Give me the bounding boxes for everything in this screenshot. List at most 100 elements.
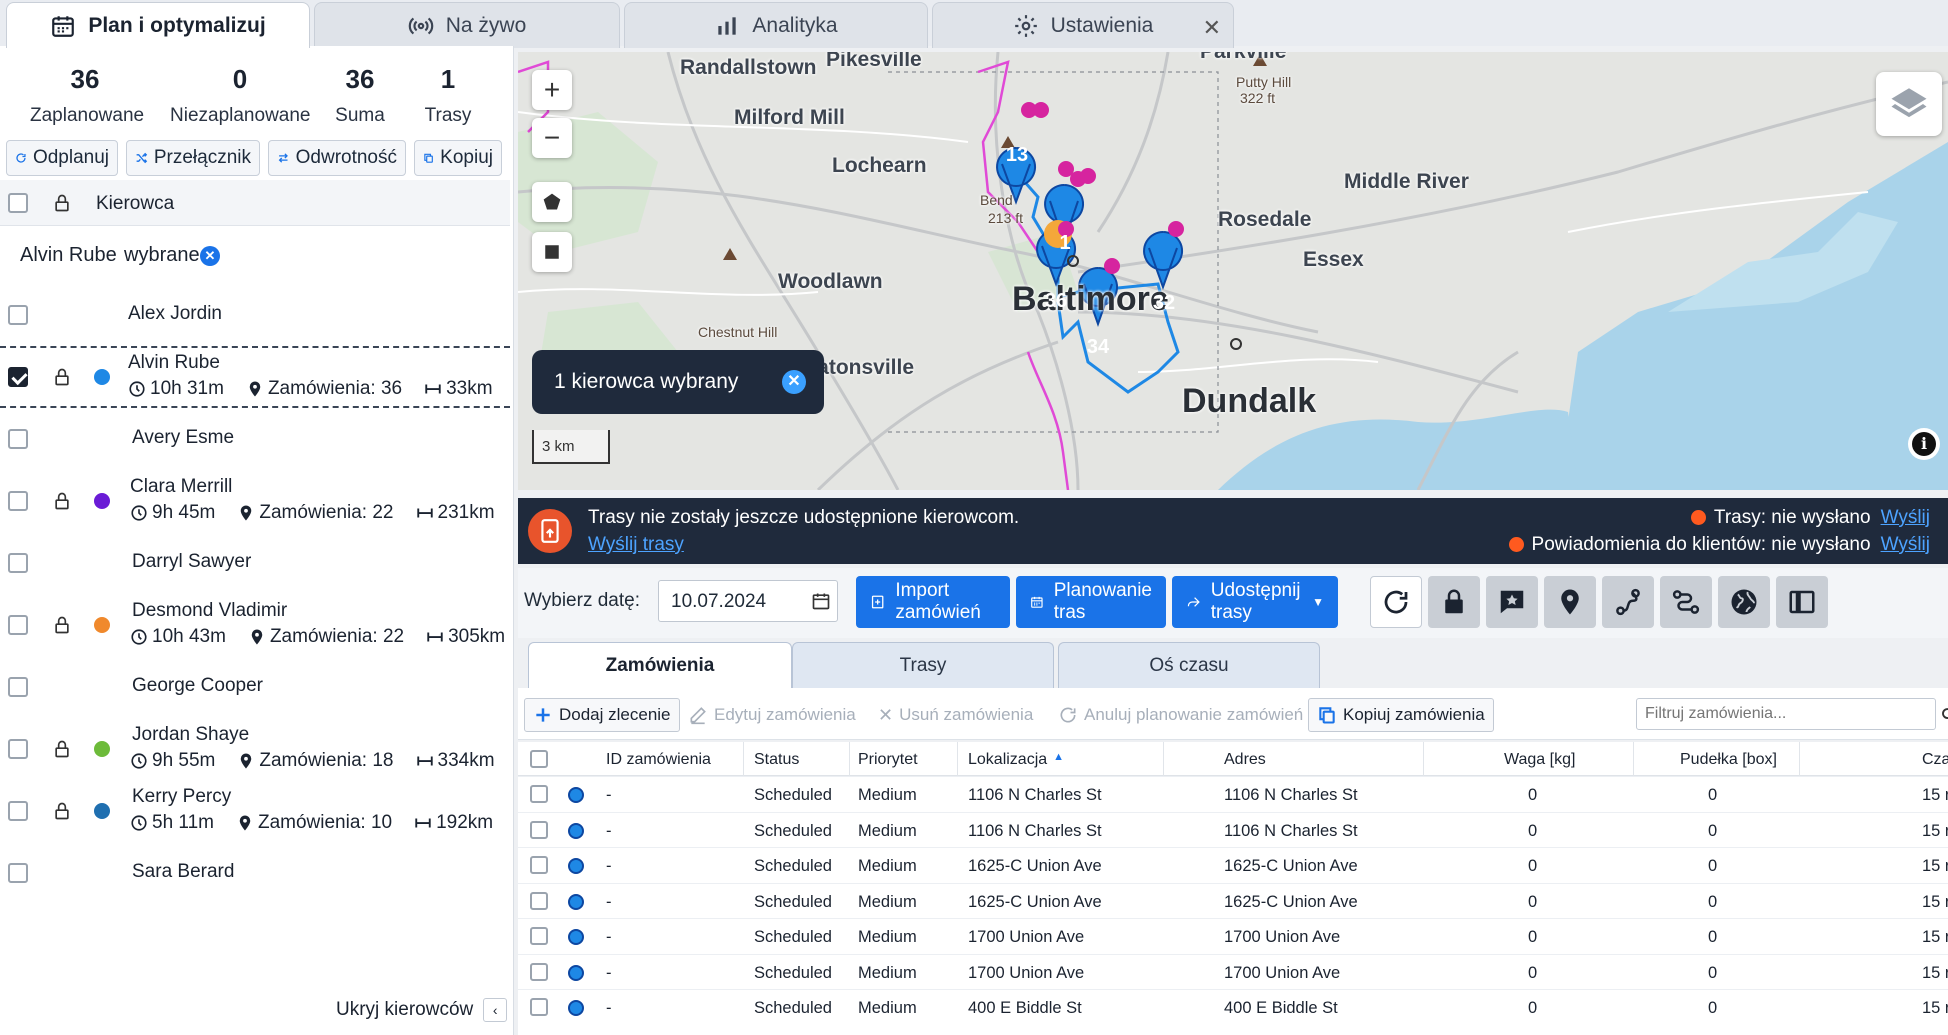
- unplan-button[interactable]: Odplanuj: [6, 140, 118, 176]
- send-routes-status-link[interactable]: Wyślij: [1880, 507, 1930, 528]
- globe-button[interactable]: [1718, 576, 1770, 628]
- lock-icon[interactable]: [52, 738, 72, 760]
- column-header-location[interactable]: Lokalizacja ▲: [968, 742, 1164, 776]
- import-orders-button[interactable]: Import zamówień: [856, 576, 1010, 628]
- close-icon[interactable]: ✕: [1202, 15, 1221, 40]
- table-row[interactable]: - Scheduled Medium 1700 Union Ave 1700 Union…: [518, 918, 1948, 954]
- row-checkbox[interactable]: [530, 785, 548, 803]
- cell-location: 1625-C Union Ave: [968, 857, 1102, 875]
- driver-row[interactable]: Alex Jordin: [0, 284, 510, 346]
- driver-row[interactable]: Avery Esme: [0, 408, 510, 470]
- pin-button[interactable]: [1544, 576, 1596, 628]
- driver-row[interactable]: Clara Merrill 9h 45m Zamówienia: 22 231k…: [0, 470, 510, 532]
- driver-row[interactable]: Jordan Shaye 9h 55m Zamówienia: 18 334km: [0, 718, 510, 780]
- map-pin[interactable]: [1143, 231, 1184, 290]
- driver-checkbox[interactable]: [8, 801, 28, 821]
- driver-row[interactable]: Darryl Sawyer: [0, 532, 510, 594]
- table-row[interactable]: - Scheduled Medium 1106 N Charles St 1106 N …: [518, 811, 1948, 848]
- clear-selection-icon[interactable]: ✕: [200, 246, 220, 266]
- row-checkbox[interactable]: [530, 998, 548, 1016]
- tab-settings[interactable]: Ustawienia ✕: [932, 2, 1234, 48]
- driver-checkbox[interactable]: [8, 615, 28, 635]
- date-input[interactable]: 10.07.2024: [658, 580, 838, 622]
- send-routes-link[interactable]: Wyślij trasy: [588, 534, 684, 555]
- tab-live[interactable]: Na żywo: [314, 2, 620, 48]
- map-pin[interactable]: [996, 147, 1037, 205]
- zoom-out-button[interactable]: −: [532, 118, 572, 158]
- select-all-orders-checkbox[interactable]: [530, 750, 548, 768]
- driver-checkbox[interactable]: [8, 429, 28, 449]
- map-pin[interactable]: [1078, 267, 1119, 328]
- driver-checkbox[interactable]: [8, 739, 28, 759]
- copy-button[interactable]: Kopiuj: [414, 140, 502, 176]
- driver-checkbox[interactable]: [8, 367, 28, 387]
- copy-orders-button[interactable]: Kopiuj zamówienia: [1308, 698, 1494, 732]
- column-header[interactable]: ID zamówienia: [606, 742, 744, 776]
- column-header[interactable]: Cza: [1922, 751, 1948, 768]
- driver-checkbox[interactable]: [8, 677, 28, 697]
- rectangle-draw-button[interactable]: [532, 232, 572, 272]
- driver-checkbox[interactable]: [8, 553, 28, 573]
- tab-routes[interactable]: Trasy: [792, 642, 1054, 688]
- row-checkbox[interactable]: [530, 856, 548, 874]
- share-routes-button[interactable]: Udostępnij trasy ▼: [1172, 576, 1338, 628]
- tab-orders[interactable]: Zamówienia: [528, 642, 792, 688]
- layers-button[interactable]: [1876, 72, 1942, 136]
- table-row[interactable]: - Scheduled Medium 1625-C Union Ave 1625-C U…: [518, 847, 1948, 883]
- row-checkbox[interactable]: [530, 927, 548, 945]
- column-header[interactable]: Priorytet: [858, 742, 958, 776]
- zoom-in-button[interactable]: +: [532, 70, 572, 110]
- info-button[interactable]: i: [1908, 428, 1940, 460]
- polygon-draw-button[interactable]: [532, 182, 572, 222]
- route-map[interactable]: Pikesville Randallstown Parkville Putty …: [518, 52, 1948, 490]
- calendar-icon[interactable]: [811, 591, 831, 611]
- tab-analytics[interactable]: Analityka: [624, 2, 928, 48]
- row-checkbox[interactable]: [530, 962, 548, 981]
- reverse-button[interactable]: Odwrotność: [268, 140, 406, 176]
- message-button[interactable]: [1486, 576, 1538, 628]
- row-checkbox[interactable]: [530, 891, 548, 910]
- lock-icon[interactable]: [52, 490, 72, 512]
- driver-checkbox[interactable]: [8, 863, 28, 883]
- chevron-left-icon[interactable]: ‹: [483, 998, 508, 1022]
- driver-row[interactable]: Kerry Percy 5h 11m Zamówienia: 10 192km: [0, 780, 510, 842]
- switch-button[interactable]: Przełącznik: [126, 140, 260, 176]
- refresh-button[interactable]: [1370, 576, 1422, 628]
- lock-icon[interactable]: [52, 800, 72, 822]
- table-row[interactable]: - Scheduled Medium 1625-C Union Ave 1625-C U…: [518, 882, 1948, 919]
- tab-plan-optimize[interactable]: Plan i optymalizuj: [6, 2, 310, 48]
- route-planning-button[interactable]: Planowanie tras: [1016, 576, 1166, 628]
- stat-label: Suma: [335, 105, 385, 126]
- lock-icon[interactable]: [52, 366, 72, 388]
- filter-orders-input[interactable]: [1636, 698, 1936, 730]
- driver-row-selected[interactable]: Alvin Rube 10h 31m Zamówienia: 36 33km: [0, 346, 510, 408]
- panel-toggle-button[interactable]: [1776, 576, 1828, 628]
- driver-checkbox[interactable]: [8, 491, 28, 511]
- driver-row[interactable]: Sara Berard: [0, 842, 510, 904]
- path-button[interactable]: [1660, 576, 1712, 628]
- table-row[interactable]: - Scheduled Medium 1700 Union Ave 1700 Union…: [518, 953, 1948, 990]
- lock-button[interactable]: [1428, 576, 1480, 628]
- route-button[interactable]: [1602, 576, 1654, 628]
- hide-drivers-toggle[interactable]: Ukryj kierowców ‹: [336, 998, 508, 1022]
- table-row[interactable]: - Scheduled Medium 400 E Biddle St 400 E Bid…: [518, 989, 1948, 1025]
- column-header[interactable]: Waga [kg]: [1504, 742, 1634, 776]
- delete-orders-button[interactable]: ✕ Usuń zamówienia: [878, 698, 1033, 732]
- driver-row[interactable]: George Cooper: [0, 656, 510, 718]
- lock-icon[interactable]: [52, 614, 72, 636]
- cancel-planning-button[interactable]: Anuluj planowanie zamówień: [1058, 698, 1303, 732]
- column-header[interactable]: Adres: [1224, 742, 1424, 776]
- row-checkbox[interactable]: [530, 820, 548, 839]
- table-row[interactable]: - Scheduled Medium 1106 N Charles St 1106 N …: [518, 776, 1948, 812]
- select-all-checkbox[interactable]: [8, 193, 28, 213]
- driver-checkbox[interactable]: [8, 305, 28, 325]
- close-icon[interactable]: ✕: [782, 370, 806, 394]
- tab-timeline[interactable]: Oś czasu: [1058, 642, 1320, 688]
- column-header[interactable]: Pudełka [box]: [1680, 742, 1800, 776]
- driver-row[interactable]: Desmond Vladimir 10h 43m Zamówienia: 22 …: [0, 594, 510, 656]
- add-order-button[interactable]: Dodaj zlecenie: [524, 698, 680, 732]
- send-notify-link[interactable]: Wyślij: [1880, 534, 1930, 555]
- column-header[interactable]: Status: [754, 742, 850, 776]
- edit-orders-button[interactable]: Edytuj zamówienia: [688, 698, 856, 732]
- search-icon[interactable]: [1940, 706, 1948, 724]
